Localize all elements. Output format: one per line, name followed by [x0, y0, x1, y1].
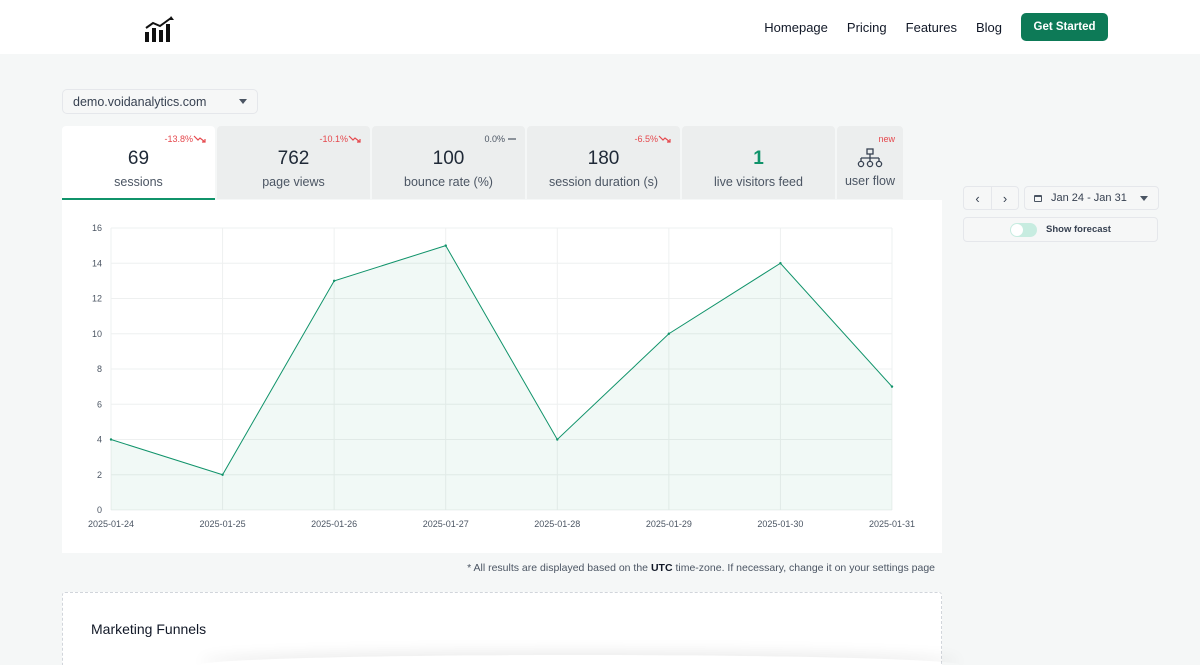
session-duration-label: session duration (s) — [548, 175, 659, 189]
page-views-label: page views — [262, 175, 325, 189]
forecast-toggle[interactable] — [1010, 222, 1038, 237]
x-tick-label: 2025-01-26 — [311, 519, 357, 529]
y-tick-label: 6 — [97, 399, 102, 409]
data-point — [444, 244, 447, 247]
data-point — [667, 332, 671, 335]
top-navbar: Homepage Pricing Features Blog Get Start… — [0, 0, 1200, 54]
sessions-delta: -13.8% — [164, 134, 207, 144]
trend-down-icon — [193, 135, 206, 143]
trend-down-icon — [658, 135, 671, 143]
bounce-rate-value: 100 — [432, 148, 465, 169]
data-point — [890, 385, 894, 388]
new-badge: new — [878, 134, 895, 144]
tab-user-flow[interactable]: new user flow — [837, 126, 903, 199]
sessions-chart: 0 2 4 6 8 10 12 14 16 2025-01-24 2025-01-25 2025-01… — [62, 200, 942, 553]
tab-bounce-rate[interactable]: 0.0% 100 bounce rate (%) — [372, 126, 525, 199]
live-visitors-label: live visitors feed — [714, 175, 803, 189]
x-tick-label: 2025-01-27 — [423, 519, 469, 529]
series-line — [110, 245, 893, 476]
caret-down-icon — [239, 99, 247, 104]
timezone-note: * All results are displayed based on the… — [467, 562, 935, 574]
forecast-control: Show forecast — [963, 217, 1158, 242]
date-range-select[interactable]: Jan 24 - Jan 31 — [1024, 186, 1159, 210]
domain-select[interactable]: demo.voidanalytics.com — [62, 89, 258, 114]
data-point — [556, 438, 559, 441]
tab-live-visitors[interactable]: 1 live visitors feed — [682, 126, 835, 199]
tab-sessions[interactable]: -13.8% 69 sessions — [62, 126, 215, 200]
marketing-funnels-card: Marketing Funnels — [62, 592, 942, 665]
nav-links: Homepage Pricing Features Blog Get Start… — [745, 13, 1108, 41]
toggle-knob — [1011, 223, 1024, 236]
date-pager: ‹ › — [963, 186, 1019, 210]
y-tick-label: 16 — [92, 223, 102, 233]
sitemap-icon — [857, 148, 883, 168]
y-tick-label: 12 — [92, 294, 102, 304]
y-tick-label: 0 — [97, 505, 102, 515]
session-duration-delta: -6.5% — [634, 134, 672, 144]
calendar-icon — [1034, 194, 1042, 202]
y-tick-label: 14 — [92, 258, 102, 268]
bounce-rate-delta: 0.0% — [484, 134, 517, 144]
nav-pricing[interactable]: Pricing — [846, 19, 887, 35]
nav-blog[interactable]: Blog — [975, 19, 1002, 35]
page-views-delta: -10.1% — [319, 134, 362, 144]
domain-select-value: demo.voidanalytics.com — [73, 94, 207, 109]
trend-down-icon — [348, 135, 361, 143]
data-point — [332, 279, 336, 283]
sessions-value: 69 — [127, 148, 150, 169]
x-tick-label: 2025-01-30 — [757, 519, 803, 529]
y-tick-label: 8 — [97, 364, 102, 374]
chart-logo-icon[interactable] — [144, 16, 176, 42]
nav-features[interactable]: Features — [905, 19, 957, 35]
y-tick-label: 10 — [92, 329, 102, 339]
sessions-chart-svg: 0 2 4 6 8 10 12 14 16 2025-01-24 2025-01-25 2025-01… — [88, 223, 915, 529]
sessions-label: sessions — [114, 175, 163, 189]
forecast-label: Show forecast — [1046, 224, 1111, 235]
trend-flat-icon — [508, 138, 516, 140]
series-area — [111, 245, 892, 510]
x-tick-label: 2025-01-31 — [869, 519, 915, 529]
tab-page-views[interactable]: -10.1% 762 page views — [217, 126, 370, 199]
data-point — [221, 473, 224, 476]
session-duration-value: 180 — [587, 148, 620, 169]
x-tick-label: 2025-01-24 — [88, 519, 134, 529]
marketing-funnels-title: Marketing Funnels — [91, 621, 207, 637]
y-tick-label: 2 — [97, 470, 102, 480]
tab-session-duration[interactable]: -6.5% 180 session duration (s) — [527, 126, 680, 199]
nav-homepage[interactable]: Homepage — [764, 19, 828, 35]
data-point — [779, 262, 782, 265]
user-flow-label: user flow — [844, 174, 896, 188]
get-started-button[interactable]: Get Started — [1021, 13, 1108, 41]
x-tick-label: 2025-01-29 — [646, 519, 692, 529]
live-visitors-value: 1 — [753, 148, 764, 169]
date-range-value: Jan 24 - Jan 31 — [1051, 192, 1127, 204]
data-point — [109, 438, 113, 441]
next-period-button[interactable]: › — [991, 187, 1018, 209]
caret-down-icon — [1140, 196, 1148, 201]
x-tick-label: 2025-01-28 — [534, 519, 580, 529]
page-views-value: 762 — [277, 148, 310, 169]
prev-period-button[interactable]: ‹ — [975, 190, 980, 206]
bounce-rate-label: bounce rate (%) — [404, 175, 493, 189]
metric-tabs: -13.8% 69 sessions -10.1% 762 page views… — [62, 126, 905, 200]
timezone-value: UTC — [650, 562, 673, 574]
x-tick-label: 2025-01-25 — [200, 519, 246, 529]
y-tick-label: 4 — [97, 435, 102, 445]
